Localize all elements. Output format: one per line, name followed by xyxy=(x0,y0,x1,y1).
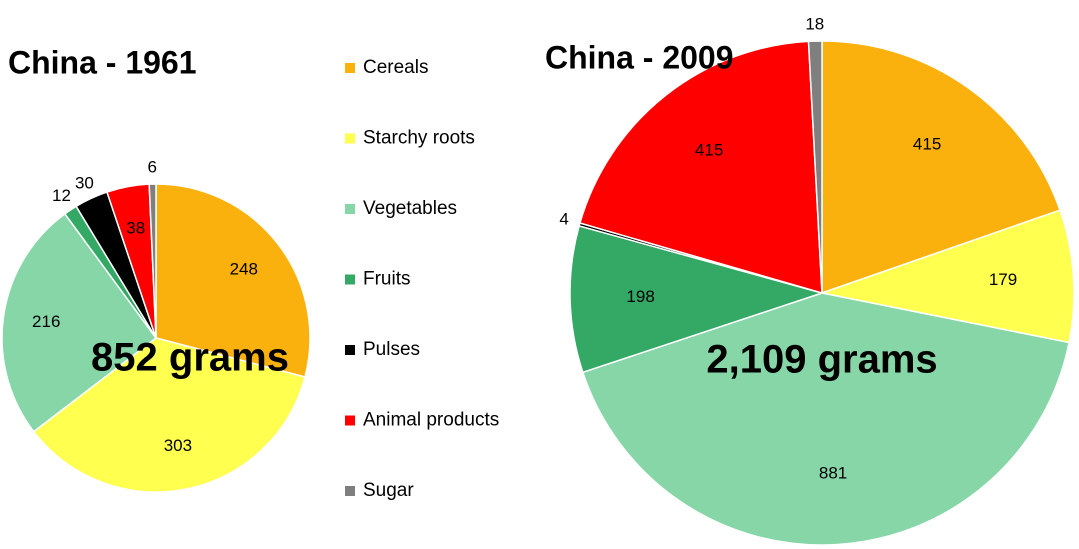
data-label: 415 xyxy=(695,140,723,159)
data-label: 38 xyxy=(126,218,145,237)
data-label: 216 xyxy=(32,312,60,331)
legend-swatch xyxy=(345,486,355,496)
pie-slice xyxy=(578,40,823,295)
data-label: 198 xyxy=(626,287,654,306)
data-label: 881 xyxy=(819,464,847,483)
data-label: 6 xyxy=(148,158,157,177)
legend-label: Cereals xyxy=(363,57,428,78)
pie-slice xyxy=(821,40,1061,295)
pie-slice xyxy=(581,292,1070,546)
total-annotation: 2,109 grams xyxy=(706,338,937,382)
legend-swatch xyxy=(345,204,355,214)
legend-swatch xyxy=(345,345,355,355)
legend-swatch xyxy=(345,274,355,285)
total-annotation: 852 grams xyxy=(91,336,289,380)
legend-label: Starchy roots xyxy=(363,128,475,149)
legend-swatch xyxy=(345,133,355,144)
data-label: 248 xyxy=(230,260,258,279)
data-label: 30 xyxy=(75,173,94,192)
chart-title: China - 2009 xyxy=(545,39,734,75)
data-label: 18 xyxy=(805,15,824,34)
data-label: 415 xyxy=(913,135,941,154)
data-label: 179 xyxy=(989,270,1017,289)
slices xyxy=(1,40,1075,546)
pie-slice xyxy=(569,224,825,374)
pie-slice xyxy=(155,183,311,378)
legend-label: Sugar xyxy=(363,480,414,501)
legend-label: Pulses xyxy=(363,339,420,360)
pie-slice xyxy=(1,212,158,433)
legend-swatch xyxy=(345,63,355,73)
chart-title: China - 1961 xyxy=(8,44,197,80)
legend-label: Fruits xyxy=(363,269,411,290)
pie-slice xyxy=(148,183,157,339)
data-label: 4 xyxy=(559,210,568,229)
legend-label: Animal products xyxy=(363,410,499,431)
legend-swatch xyxy=(345,415,355,426)
pie-slice xyxy=(32,337,306,493)
legend-label: Vegetables xyxy=(363,198,457,219)
pie-slice xyxy=(819,209,1075,344)
data-label: 303 xyxy=(164,436,192,455)
pie-slice xyxy=(807,40,823,294)
data-label: 12 xyxy=(52,186,71,205)
